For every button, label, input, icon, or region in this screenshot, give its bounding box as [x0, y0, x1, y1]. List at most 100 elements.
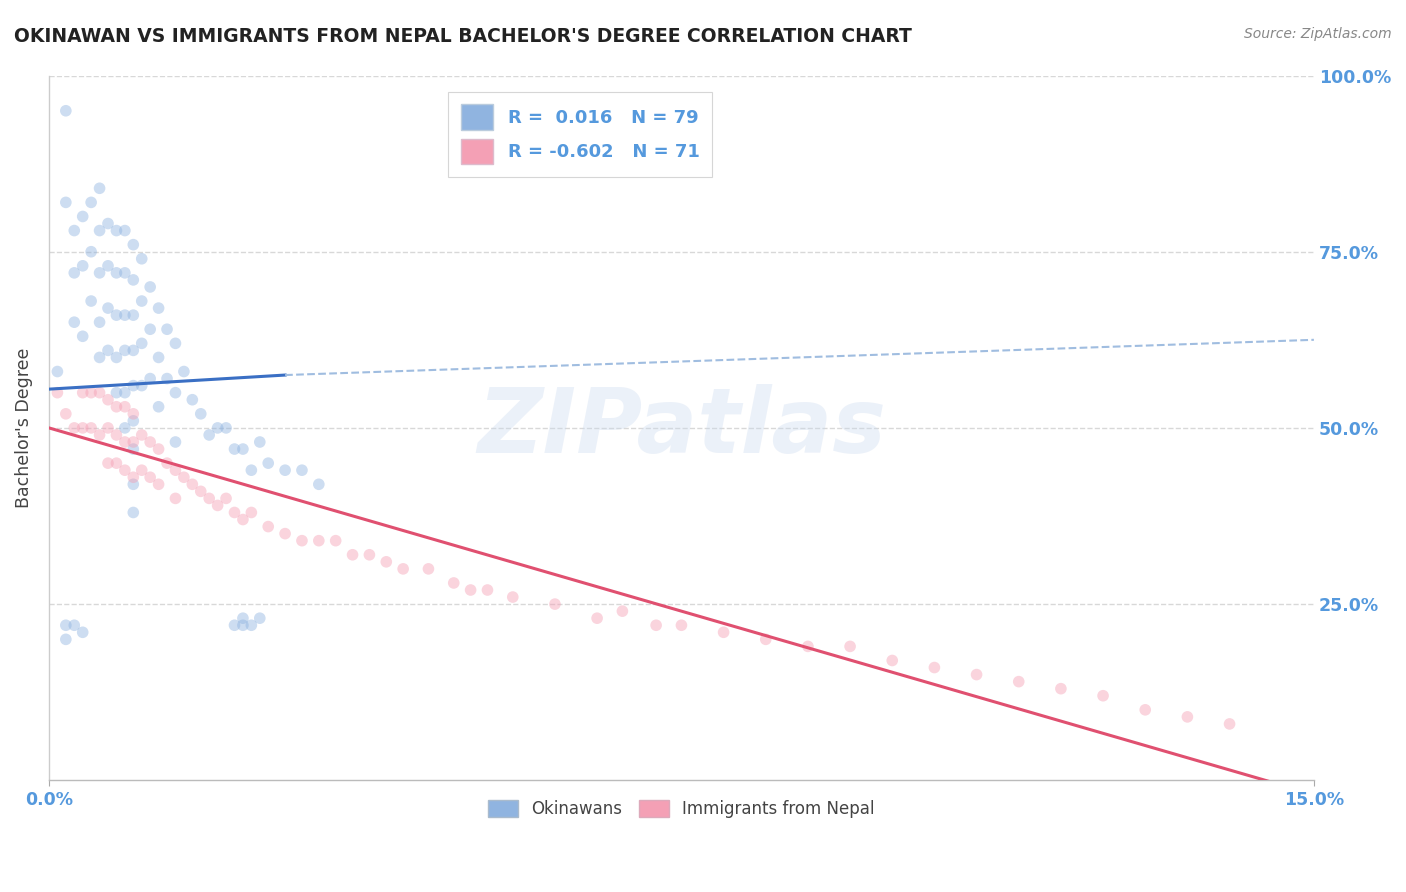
Text: OKINAWAN VS IMMIGRANTS FROM NEPAL BACHELOR'S DEGREE CORRELATION CHART: OKINAWAN VS IMMIGRANTS FROM NEPAL BACHEL…: [14, 27, 912, 45]
Point: [882, 653, 904, 667]
Point: [165, 463, 187, 477]
Point: [308, 533, 330, 548]
Point: [165, 435, 187, 450]
Point: [274, 526, 297, 541]
Point: [224, 618, 246, 632]
Point: [139, 435, 162, 450]
Point: [114, 421, 136, 435]
Text: Source: ZipAtlas.com: Source: ZipAtlas.com: [1244, 27, 1392, 41]
Point: [173, 470, 195, 484]
Point: [114, 266, 136, 280]
Point: [122, 414, 145, 428]
Point: [839, 640, 862, 654]
Point: [122, 308, 145, 322]
Point: [55, 407, 77, 421]
Point: [207, 499, 229, 513]
Point: [114, 400, 136, 414]
Point: [63, 266, 86, 280]
Point: [966, 667, 988, 681]
Point: [122, 477, 145, 491]
Point: [240, 618, 263, 632]
Point: [392, 562, 415, 576]
Point: [139, 371, 162, 385]
Point: [131, 293, 153, 308]
Point: [80, 421, 103, 435]
Point: [89, 315, 111, 329]
Point: [232, 442, 254, 456]
Point: [156, 322, 179, 336]
Point: [612, 604, 634, 618]
Point: [72, 259, 94, 273]
Point: [1135, 703, 1157, 717]
Point: [165, 385, 187, 400]
Point: [443, 576, 465, 591]
Legend: Okinawans, Immigrants from Nepal: Okinawans, Immigrants from Nepal: [481, 793, 882, 825]
Point: [89, 266, 111, 280]
Point: [105, 400, 128, 414]
Point: [131, 463, 153, 477]
Point: [80, 244, 103, 259]
Point: [1008, 674, 1031, 689]
Point: [131, 428, 153, 442]
Y-axis label: Bachelor's Degree: Bachelor's Degree: [15, 348, 32, 508]
Point: [105, 266, 128, 280]
Point: [215, 421, 238, 435]
Point: [105, 428, 128, 442]
Point: [240, 463, 263, 477]
Point: [257, 519, 280, 533]
Point: [105, 351, 128, 365]
Point: [122, 470, 145, 484]
Point: [97, 343, 120, 358]
Point: [114, 343, 136, 358]
Point: [165, 336, 187, 351]
Point: [645, 618, 668, 632]
Point: [122, 237, 145, 252]
Point: [97, 259, 120, 273]
Point: [165, 491, 187, 506]
Point: [89, 223, 111, 237]
Point: [80, 195, 103, 210]
Point: [105, 223, 128, 237]
Point: [148, 442, 170, 456]
Point: [232, 618, 254, 632]
Point: [240, 506, 263, 520]
Point: [114, 385, 136, 400]
Point: [291, 533, 314, 548]
Point: [190, 484, 212, 499]
Point: [55, 103, 77, 118]
Point: [114, 223, 136, 237]
Point: [148, 477, 170, 491]
Point: [249, 611, 271, 625]
Point: [232, 611, 254, 625]
Point: [139, 280, 162, 294]
Point: [114, 308, 136, 322]
Point: [156, 456, 179, 470]
Point: [46, 365, 69, 379]
Point: [1092, 689, 1115, 703]
Point: [72, 210, 94, 224]
Point: [755, 632, 778, 647]
Point: [359, 548, 381, 562]
Point: [924, 660, 946, 674]
Point: [181, 392, 204, 407]
Point: [148, 301, 170, 315]
Point: [713, 625, 735, 640]
Point: [63, 618, 86, 632]
Point: [198, 491, 221, 506]
Point: [586, 611, 609, 625]
Point: [114, 435, 136, 450]
Point: [122, 435, 145, 450]
Point: [544, 597, 567, 611]
Point: [139, 322, 162, 336]
Point: [97, 217, 120, 231]
Point: [80, 385, 103, 400]
Point: [97, 392, 120, 407]
Point: [105, 456, 128, 470]
Point: [418, 562, 440, 576]
Point: [308, 477, 330, 491]
Point: [72, 329, 94, 343]
Point: [249, 435, 271, 450]
Point: [190, 407, 212, 421]
Point: [63, 223, 86, 237]
Point: [342, 548, 364, 562]
